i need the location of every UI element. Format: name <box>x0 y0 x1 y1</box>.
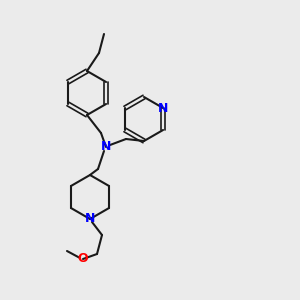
Text: O: O <box>78 253 88 266</box>
Text: N: N <box>85 212 95 226</box>
Text: N: N <box>101 140 111 154</box>
Text: N: N <box>158 101 168 115</box>
